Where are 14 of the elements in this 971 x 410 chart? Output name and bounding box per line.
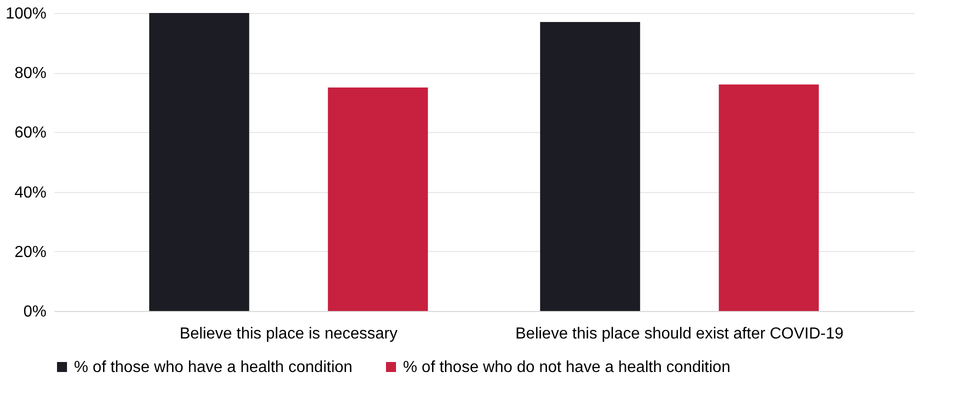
- legend-label: % of those who have a health condition: [74, 359, 352, 376]
- x-tick-label: Believe this place should exist after COVID-19: [515, 326, 844, 342]
- y-tick-label: 60%: [14, 124, 46, 142]
- y-tick-label: 0%: [23, 304, 46, 320]
- x-tick-label: Believe this place is necessary: [180, 326, 398, 342]
- bar: [540, 22, 640, 311]
- y-tick-label: 80%: [14, 65, 46, 82]
- y-tick-label: 20%: [14, 244, 46, 261]
- bar: [328, 88, 428, 311]
- bar: [149, 13, 250, 311]
- y-tick-label: 40%: [14, 184, 46, 202]
- legend-label: % of those who do not have a health condition: [403, 359, 730, 376]
- y-tick-label: 100%: [6, 6, 46, 22]
- bar: [718, 84, 819, 311]
